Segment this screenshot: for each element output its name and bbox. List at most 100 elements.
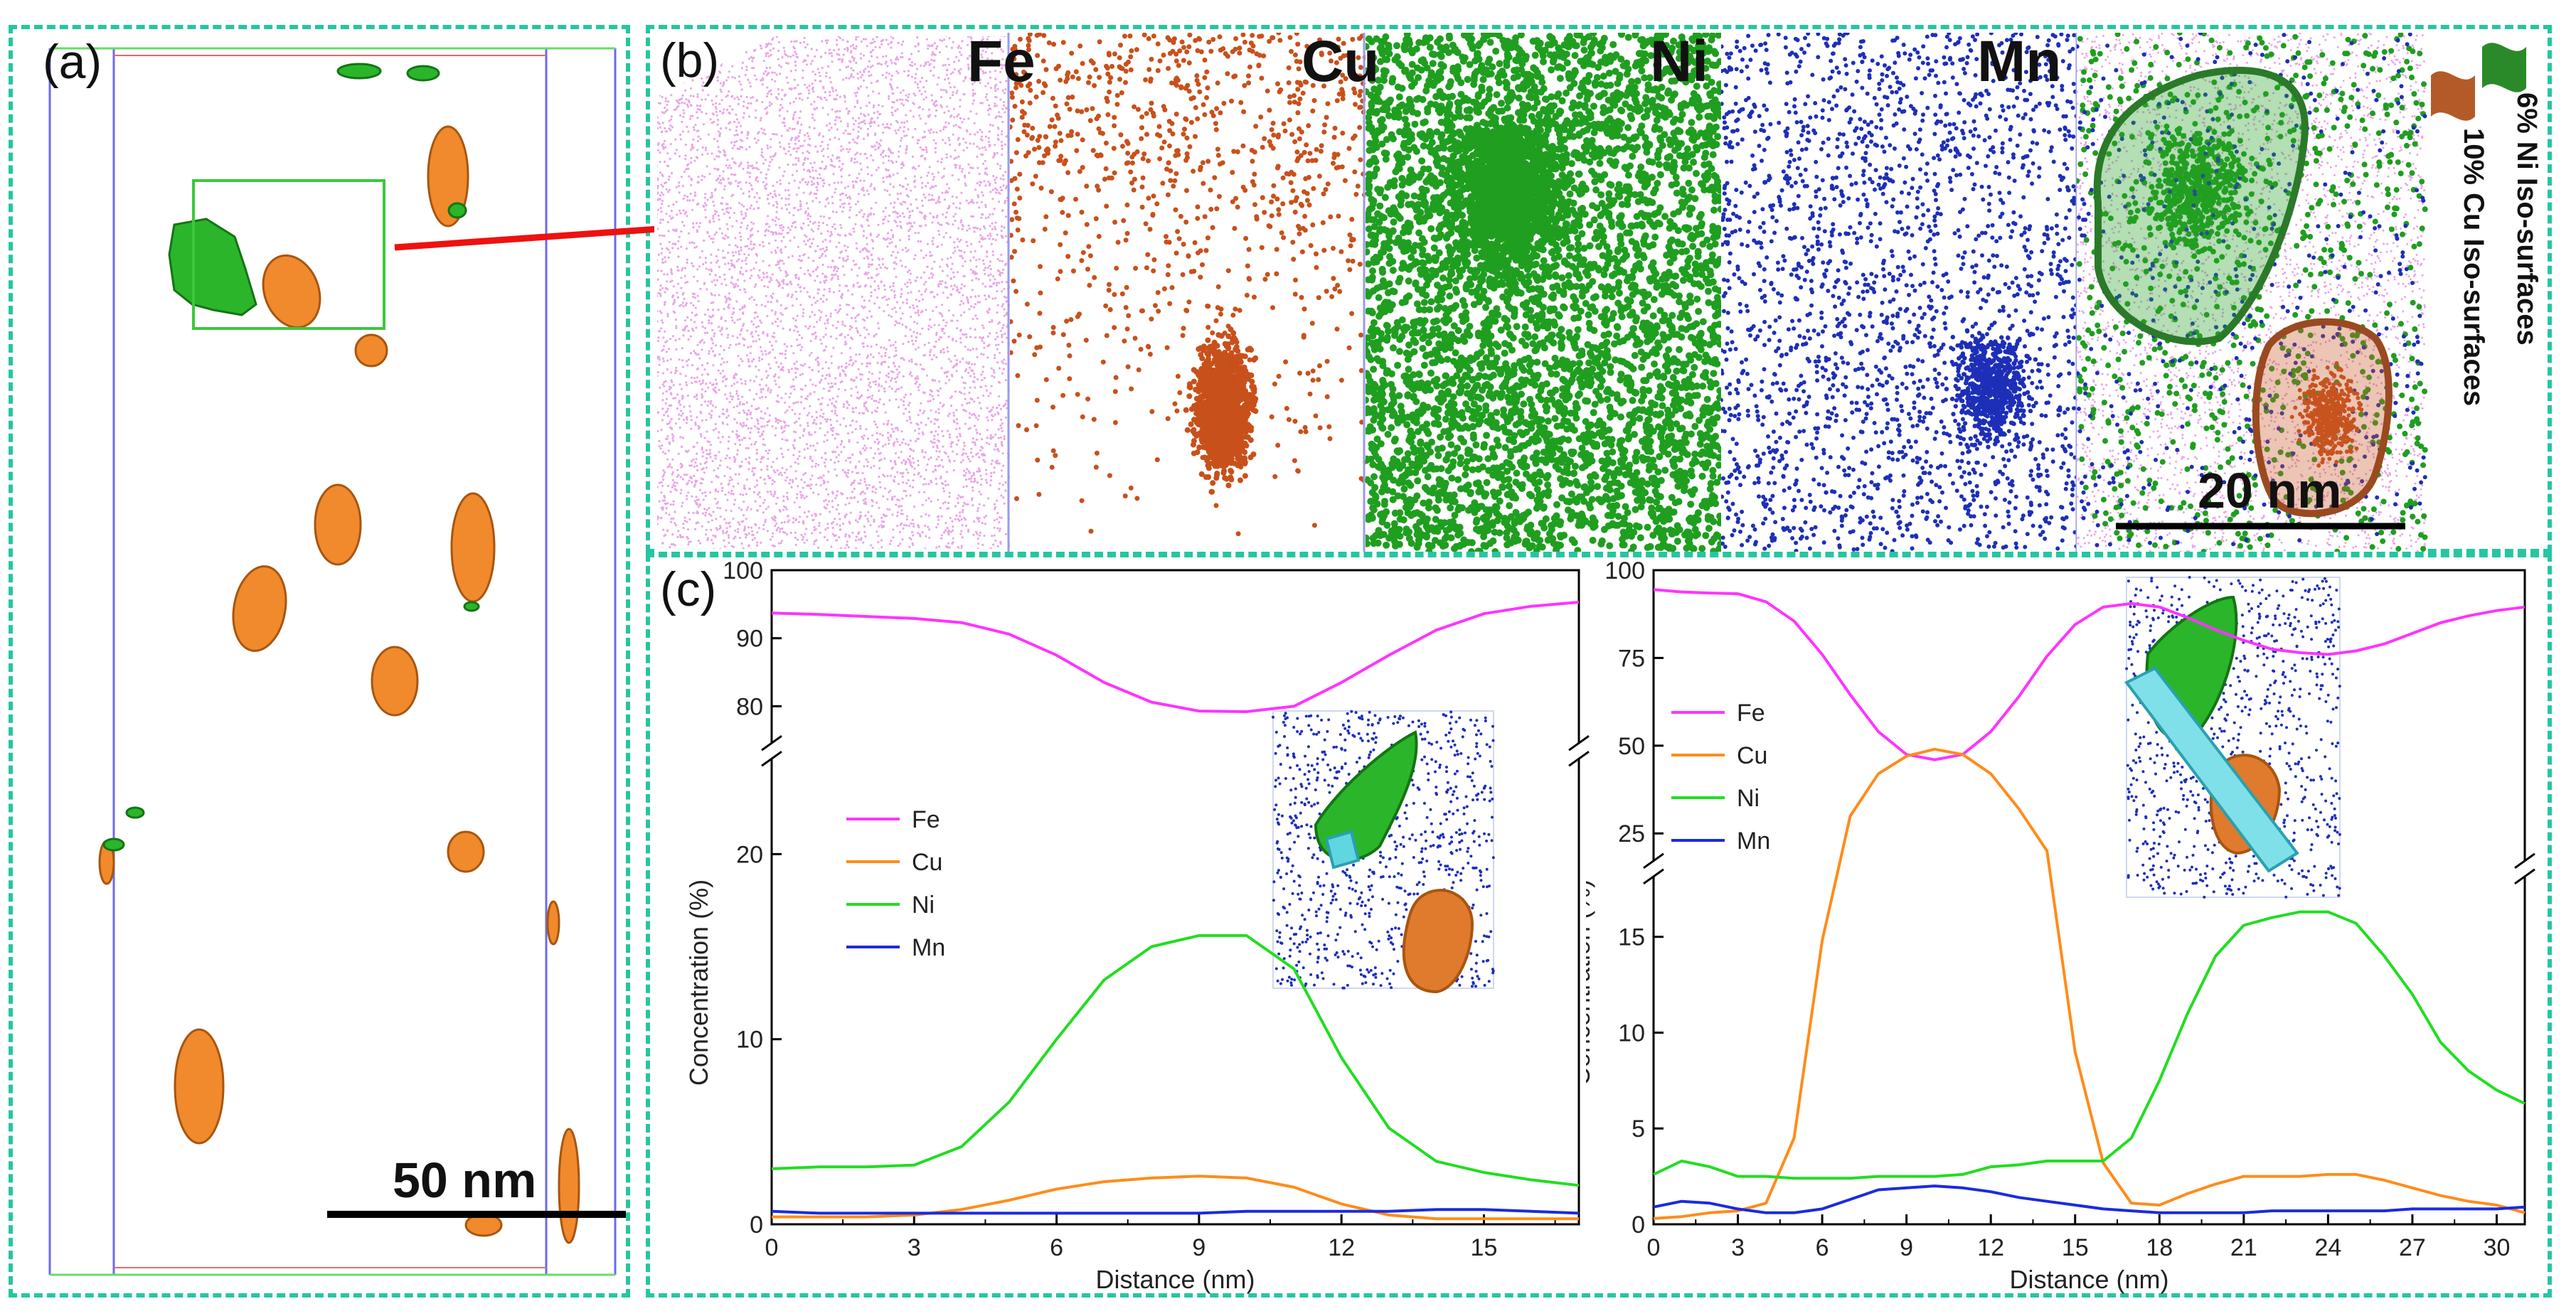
zoom-arrow-line bbox=[394, 224, 680, 251]
atom bbox=[727, 211, 730, 214]
atom bbox=[731, 108, 734, 111]
atom bbox=[710, 414, 713, 417]
atom bbox=[994, 503, 996, 505]
atom bbox=[761, 395, 764, 399]
atom bbox=[932, 131, 935, 134]
atom bbox=[857, 313, 861, 316]
atom bbox=[721, 436, 724, 439]
atom bbox=[991, 228, 994, 230]
atom bbox=[925, 535, 927, 537]
atom bbox=[773, 133, 776, 136]
atom bbox=[835, 245, 838, 248]
atom bbox=[787, 189, 790, 192]
atom bbox=[1003, 92, 1006, 95]
atom bbox=[920, 186, 924, 189]
atom bbox=[868, 193, 871, 196]
atom bbox=[893, 365, 896, 368]
atom bbox=[913, 467, 916, 470]
atom bbox=[660, 191, 663, 194]
cu-precipitate bbox=[174, 1028, 225, 1145]
atom bbox=[964, 518, 967, 521]
atom bbox=[720, 316, 723, 319]
atom bbox=[826, 318, 829, 321]
atom bbox=[973, 230, 976, 233]
atom bbox=[684, 304, 687, 306]
atom bbox=[894, 245, 898, 248]
atom bbox=[958, 249, 961, 252]
atom bbox=[711, 383, 714, 386]
atom bbox=[901, 161, 904, 164]
atom bbox=[943, 451, 946, 454]
atom bbox=[782, 495, 785, 498]
atom bbox=[784, 439, 787, 442]
atom bbox=[909, 371, 912, 374]
atom bbox=[837, 48, 840, 51]
atom bbox=[668, 513, 671, 516]
atom bbox=[824, 434, 826, 437]
atom bbox=[944, 530, 947, 533]
atom bbox=[657, 149, 660, 152]
atom bbox=[797, 245, 799, 248]
atom bbox=[982, 326, 985, 329]
atom bbox=[847, 151, 850, 154]
atom bbox=[940, 367, 943, 370]
atom bbox=[824, 322, 826, 325]
atom bbox=[862, 137, 866, 140]
atom bbox=[728, 491, 730, 494]
atom bbox=[962, 448, 965, 451]
atom bbox=[730, 262, 733, 265]
atom bbox=[890, 377, 893, 380]
atom bbox=[810, 433, 813, 437]
atom bbox=[990, 385, 993, 387]
atom bbox=[834, 119, 837, 122]
atom bbox=[975, 429, 978, 432]
atom bbox=[720, 357, 723, 360]
atom bbox=[930, 58, 933, 62]
atom bbox=[708, 412, 711, 415]
atom bbox=[814, 314, 816, 316]
atom bbox=[783, 429, 786, 433]
atom bbox=[683, 516, 686, 519]
atom bbox=[752, 491, 755, 493]
atom bbox=[689, 87, 693, 90]
atom bbox=[817, 464, 820, 466]
atom bbox=[762, 272, 765, 275]
atom bbox=[822, 336, 825, 338]
atom bbox=[921, 451, 924, 454]
atom bbox=[829, 138, 831, 141]
atom bbox=[684, 143, 687, 146]
atom bbox=[916, 331, 919, 335]
atom bbox=[754, 486, 757, 488]
atom bbox=[948, 491, 951, 494]
atom bbox=[838, 289, 841, 292]
atom bbox=[814, 250, 817, 252]
atom bbox=[961, 524, 964, 527]
atom bbox=[688, 101, 691, 104]
atom bbox=[801, 336, 804, 339]
atom bbox=[752, 323, 755, 326]
atom bbox=[740, 222, 743, 225]
atom bbox=[976, 547, 979, 549]
atom bbox=[718, 218, 720, 221]
atom bbox=[846, 497, 848, 500]
atom bbox=[863, 122, 867, 125]
atom bbox=[826, 223, 829, 227]
atom bbox=[836, 539, 839, 542]
atom bbox=[866, 396, 869, 399]
atom bbox=[933, 42, 936, 45]
atom bbox=[732, 493, 735, 496]
atom bbox=[933, 59, 936, 62]
atom bbox=[954, 390, 957, 393]
atom bbox=[898, 444, 901, 446]
atom bbox=[925, 309, 927, 311]
ni-clusters bbox=[102, 63, 480, 852]
atom bbox=[922, 86, 925, 89]
atom bbox=[896, 215, 899, 218]
atom bbox=[942, 348, 945, 351]
atom bbox=[760, 47, 763, 50]
atom bbox=[679, 492, 682, 495]
atom bbox=[1005, 80, 1008, 82]
atom bbox=[917, 311, 920, 314]
atom bbox=[762, 387, 765, 390]
atom bbox=[942, 327, 944, 330]
